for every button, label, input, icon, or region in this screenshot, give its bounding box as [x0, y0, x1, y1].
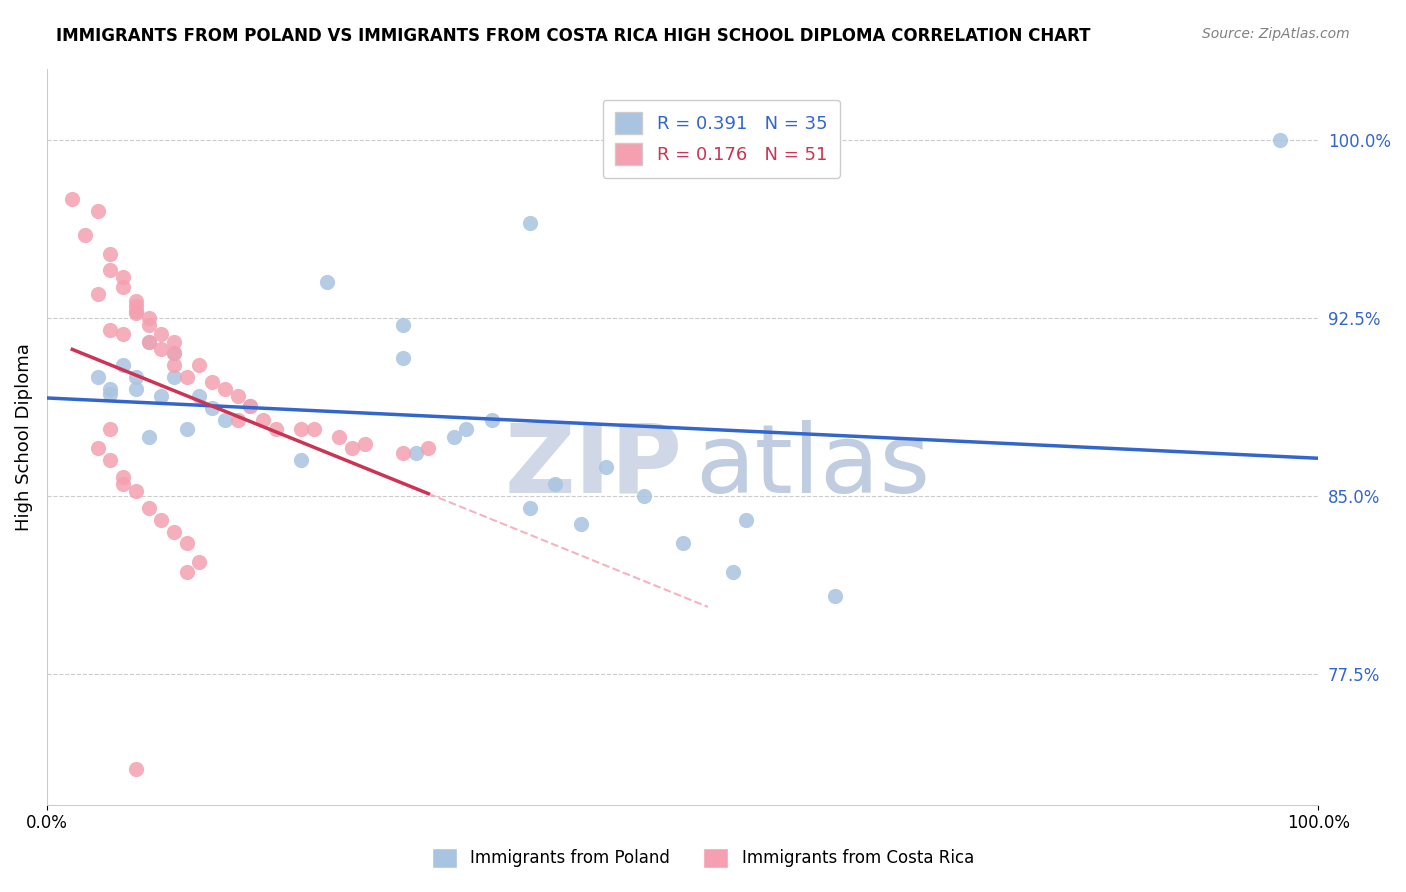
Point: [100, 263, 122, 277]
Y-axis label: High School Diploma: High School Diploma: [15, 343, 32, 531]
Point: [290, 453, 312, 467]
Point: [723, 565, 745, 579]
Point: [456, 422, 478, 436]
Point: [138, 500, 160, 515]
Point: [125, 484, 148, 499]
Point: [392, 351, 415, 366]
Point: [163, 346, 186, 360]
Point: [60, 192, 83, 206]
Point: [100, 422, 122, 436]
Point: [405, 446, 427, 460]
Point: [214, 413, 236, 427]
Legend: Immigrants from Poland, Immigrants from Costa Rica: Immigrants from Poland, Immigrants from …: [425, 841, 981, 875]
Point: [150, 342, 173, 356]
Point: [138, 334, 160, 349]
Point: [176, 370, 198, 384]
Point: [1268, 133, 1291, 147]
Point: [163, 370, 186, 384]
Point: [290, 422, 312, 436]
Point: [392, 446, 415, 460]
Point: [239, 399, 262, 413]
Text: atlas: atlas: [696, 419, 931, 513]
Point: [226, 389, 249, 403]
Point: [519, 216, 541, 230]
Point: [125, 294, 148, 309]
Point: [188, 389, 211, 403]
Point: [100, 382, 122, 396]
Point: [125, 299, 148, 313]
Point: [239, 399, 262, 413]
Point: [138, 310, 160, 325]
Point: [125, 370, 148, 384]
Point: [392, 318, 415, 332]
Point: [73, 227, 96, 242]
Point: [340, 442, 363, 456]
Point: [100, 246, 122, 260]
Point: [163, 524, 186, 539]
Point: [112, 280, 135, 294]
Point: [418, 442, 440, 456]
Point: [176, 422, 198, 436]
Point: [214, 382, 236, 396]
Point: [824, 589, 846, 603]
Point: [188, 556, 211, 570]
Point: [112, 327, 135, 342]
Point: [125, 306, 148, 320]
Point: [735, 513, 758, 527]
Point: [100, 453, 122, 467]
Point: [150, 513, 173, 527]
Point: [176, 565, 198, 579]
Point: [87, 204, 110, 219]
Point: [138, 318, 160, 332]
Point: [163, 346, 186, 360]
Point: [163, 334, 186, 349]
Point: [519, 500, 541, 515]
Point: [125, 762, 148, 776]
Point: [302, 422, 325, 436]
Point: [264, 422, 287, 436]
Point: [569, 517, 592, 532]
Point: [150, 327, 173, 342]
Point: [87, 370, 110, 384]
Point: [188, 359, 211, 373]
Point: [112, 359, 135, 373]
Point: [163, 359, 186, 373]
Point: [633, 489, 655, 503]
Point: [315, 275, 337, 289]
Point: [87, 287, 110, 301]
Point: [112, 270, 135, 285]
Point: [226, 413, 249, 427]
Point: [125, 382, 148, 396]
Point: [201, 401, 224, 416]
Point: [112, 477, 135, 491]
Point: [138, 334, 160, 349]
Point: [125, 303, 148, 318]
Text: ZIP: ZIP: [505, 419, 682, 513]
Point: [443, 429, 465, 443]
Legend: R = 0.391   N = 35, R = 0.176   N = 51: R = 0.391 N = 35, R = 0.176 N = 51: [603, 100, 839, 178]
Point: [328, 429, 350, 443]
Point: [544, 477, 567, 491]
Point: [595, 460, 617, 475]
Point: [353, 436, 375, 450]
Point: [112, 470, 135, 484]
Point: [150, 389, 173, 403]
Point: [481, 413, 503, 427]
Point: [87, 442, 110, 456]
Point: [671, 536, 693, 550]
Point: [252, 413, 274, 427]
Point: [138, 429, 160, 443]
Text: IMMIGRANTS FROM POLAND VS IMMIGRANTS FROM COSTA RICA HIGH SCHOOL DIPLOMA CORRELA: IMMIGRANTS FROM POLAND VS IMMIGRANTS FRO…: [56, 27, 1091, 45]
Point: [176, 536, 198, 550]
Point: [201, 375, 224, 389]
Point: [100, 387, 122, 401]
Point: [100, 323, 122, 337]
Text: Source: ZipAtlas.com: Source: ZipAtlas.com: [1202, 27, 1350, 41]
